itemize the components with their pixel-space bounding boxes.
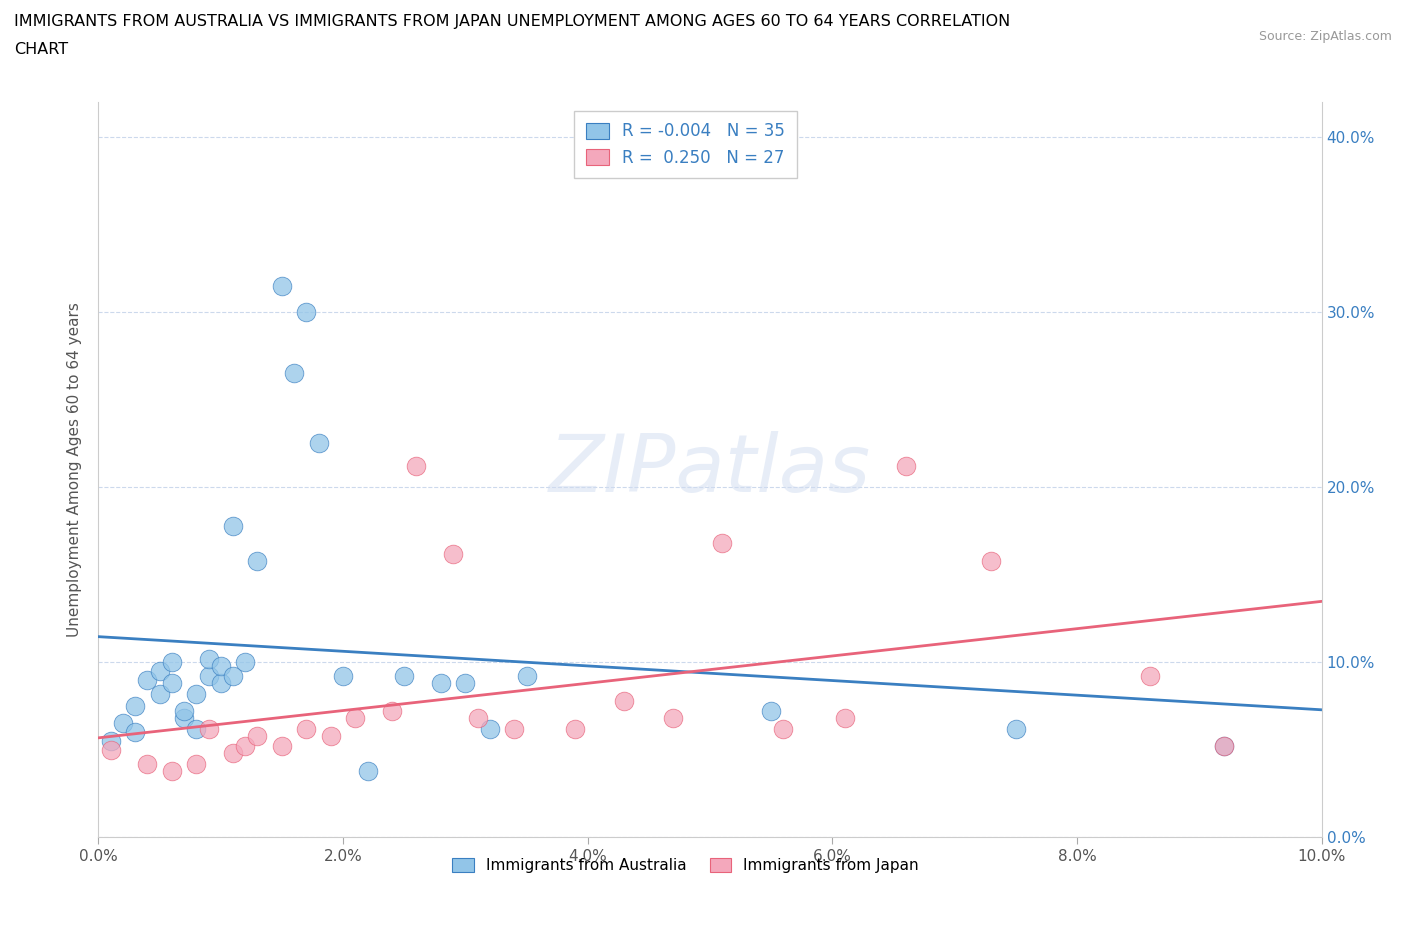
Point	[613, 693, 636, 708]
Point	[160, 675, 183, 690]
Point	[1212, 738, 1234, 753]
Point	[197, 721, 219, 736]
Text: IMMIGRANTS FROM AUSTRALIA VS IMMIGRANTS FROM JAPAN UNEMPLOYMENT AMONG AGES 60 TO: IMMIGRANTS FROM AUSTRALIA VS IMMIGRANTS …	[14, 14, 1011, 29]
Point	[441, 546, 464, 561]
Point	[1004, 721, 1026, 736]
Text: ZIPatlas: ZIPatlas	[548, 431, 872, 509]
Point	[405, 458, 427, 473]
Point	[149, 663, 172, 678]
Point	[246, 553, 269, 568]
Point	[173, 704, 195, 719]
Point	[308, 436, 330, 451]
Point	[233, 738, 256, 753]
Point	[564, 721, 586, 736]
Point	[980, 553, 1002, 568]
Point	[356, 764, 378, 778]
Point	[1212, 738, 1234, 753]
Point	[454, 675, 477, 690]
Point	[136, 672, 159, 687]
Point	[209, 675, 232, 690]
Point	[332, 669, 354, 684]
Point	[834, 711, 856, 725]
Point	[1139, 669, 1161, 684]
Point	[319, 728, 342, 743]
Point	[246, 728, 269, 743]
Point	[222, 518, 245, 533]
Point	[186, 756, 208, 771]
Point	[381, 704, 404, 719]
Y-axis label: Unemployment Among Ages 60 to 64 years: Unemployment Among Ages 60 to 64 years	[67, 302, 83, 637]
Point	[197, 651, 219, 666]
Point	[711, 536, 734, 551]
Point	[173, 711, 195, 725]
Point	[222, 746, 245, 761]
Point	[503, 721, 526, 736]
Point	[295, 721, 318, 736]
Point	[283, 366, 305, 381]
Point	[295, 305, 318, 320]
Legend: Immigrants from Australia, Immigrants from Japan: Immigrants from Australia, Immigrants fr…	[444, 850, 927, 881]
Point	[124, 724, 146, 739]
Text: Source: ZipAtlas.com: Source: ZipAtlas.com	[1258, 30, 1392, 43]
Text: CHART: CHART	[14, 42, 67, 57]
Point	[392, 669, 416, 684]
Point	[100, 734, 122, 749]
Point	[759, 704, 782, 719]
Point	[149, 686, 172, 701]
Point	[270, 738, 292, 753]
Point	[233, 655, 256, 670]
Point	[160, 655, 183, 670]
Point	[186, 686, 208, 701]
Point	[100, 742, 122, 757]
Point	[662, 711, 685, 725]
Point	[772, 721, 794, 736]
Point	[111, 716, 134, 731]
Point	[894, 458, 917, 473]
Point	[124, 698, 146, 713]
Point	[516, 669, 538, 684]
Point	[209, 658, 232, 673]
Point	[222, 669, 245, 684]
Point	[478, 721, 501, 736]
Point	[136, 756, 159, 771]
Point	[186, 721, 208, 736]
Point	[344, 711, 367, 725]
Point	[467, 711, 489, 725]
Point	[197, 669, 219, 684]
Point	[430, 675, 453, 690]
Point	[160, 764, 183, 778]
Point	[270, 279, 292, 294]
